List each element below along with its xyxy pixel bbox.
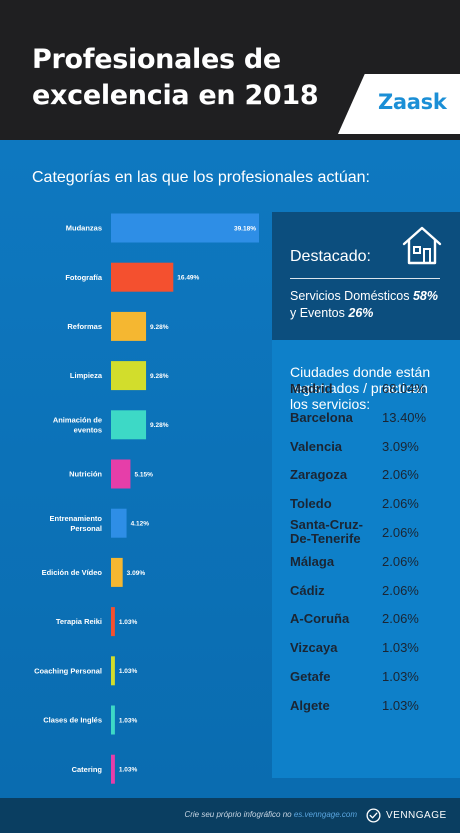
city-name: Zaragoza — [290, 467, 348, 483]
chart-subtitle: Categorías en las que los profesionales … — [32, 169, 370, 186]
city-name: Getafe — [290, 669, 331, 684]
city-name: Barcelona — [290, 409, 353, 425]
city-name: Cádiz — [290, 582, 325, 598]
bar — [111, 410, 147, 440]
highlight-divider — [290, 278, 440, 279]
value-label: 9.28% — [150, 422, 169, 429]
highlight-line2-value: 26% — [348, 306, 374, 320]
city-percentage: 2.06% — [382, 496, 419, 512]
bar — [111, 607, 115, 637]
category-label: Nutrición — [69, 470, 102, 479]
highlight-line1-value: 58% — [412, 289, 438, 303]
highlight-line1-text: Servicios Domésticos — [290, 289, 413, 303]
header: Profesionales de excelencia en 2018 Zaas… — [0, 0, 460, 140]
value-label: 1.03% — [119, 619, 138, 626]
category-bar-chart: Mudanzas 39.18% Fotografía 16.49% Reformas 9.… — [34, 213, 259, 784]
category-label: Reformas — [67, 322, 102, 331]
bar — [111, 508, 127, 538]
city-name: A-Coruña — [290, 611, 350, 627]
category-label: Clases de Inglés — [43, 716, 102, 725]
city-percentage: 1.03% — [382, 669, 419, 684]
venngage-logo-icon — [366, 808, 381, 823]
value-label: 1.03% — [119, 717, 138, 724]
page-title-line-1: Profesionales de — [32, 44, 281, 75]
value-label: 9.28% — [150, 324, 169, 331]
city-percentage: 68.04% — [382, 381, 427, 396]
city-percentage: 3.09% — [382, 438, 419, 454]
city-name: Madrid — [290, 381, 333, 396]
city-name: Málaga — [290, 553, 335, 569]
city-name: Vizcaya — [290, 640, 338, 656]
category-label: Terapia Reiki — [56, 617, 102, 626]
footer-cta: Crie seu próprio infográfico no — [184, 810, 294, 819]
city-percentage: 1.03% — [382, 640, 419, 656]
category-label: Catering — [72, 765, 103, 774]
house-icon — [402, 226, 442, 265]
category-label: Edición de Vídeo — [42, 568, 103, 577]
bar — [111, 754, 115, 784]
value-label: 4.12% — [131, 521, 150, 528]
highlight-panel: Destacado: Servicios Domésticos 58% y Ev… — [272, 212, 460, 340]
cities-title: Ciudades donde están registrados / pract… — [290, 364, 431, 412]
highlight-title: Destacado: — [290, 248, 371, 265]
footer-link[interactable]: es.venngage.com — [293, 810, 357, 819]
bar — [111, 213, 259, 243]
city-percentage: 2.06% — [382, 553, 419, 569]
category-label: Fotografía — [65, 273, 102, 282]
venngage-brand: VENNGAGE — [386, 810, 447, 821]
highlight-text: Servicios Domésticos 58% y Eventos 26% — [290, 288, 455, 322]
bar — [111, 705, 115, 735]
value-label: 5.15% — [134, 471, 153, 478]
footer-text: Crie seu próprio infográfico no es.venng… — [184, 810, 357, 819]
category-label: Animación de eventos — [53, 415, 102, 434]
category-label: Limpieza — [70, 371, 103, 380]
bar — [111, 361, 147, 391]
bar — [111, 656, 115, 686]
city-name: Valencia — [290, 438, 343, 454]
value-label: 1.03% — [119, 668, 138, 675]
city-percentage: 1.03% — [382, 697, 419, 713]
zaask-logo: Zaask — [378, 90, 447, 114]
value-label: 16.49% — [177, 275, 199, 282]
city-name: Santa-Cruz-De-Tenerife — [290, 517, 363, 546]
bar — [111, 311, 147, 341]
value-label: 3.09% — [127, 570, 146, 577]
value-label: 39.18% — [234, 225, 256, 232]
city-percentage: 2.06% — [382, 611, 419, 627]
city-percentage: 13.40% — [382, 409, 427, 425]
category-label: Mudanzas — [66, 224, 102, 233]
main-panel: Categorías en las que los profesionales … — [0, 140, 460, 798]
highlight-line2-text: y Eventos — [290, 306, 349, 320]
bar — [111, 262, 174, 292]
page-title-line-2: excelencia en 2018 — [32, 80, 319, 111]
city-percentage: 2.06% — [382, 582, 419, 598]
footer: Crie seu próprio infográfico no es.venng… — [0, 798, 460, 833]
city-percentage: 2.06% — [382, 525, 419, 540]
category-label: Entrenamiento Personal — [49, 514, 102, 533]
city-name: Algete — [290, 697, 330, 713]
city-percentage: 2.06% — [382, 467, 419, 483]
city-name: Toledo — [290, 496, 332, 512]
value-label: 9.28% — [150, 373, 169, 380]
bar — [111, 459, 131, 489]
value-label: 1.03% — [119, 767, 138, 774]
bar — [111, 557, 123, 587]
cities-panel: Ciudades donde están registrados / pract… — [272, 340, 460, 778]
category-label: Coaching Personal — [34, 666, 102, 675]
page-title: Profesionales de excelencia en 2018 — [32, 42, 352, 114]
